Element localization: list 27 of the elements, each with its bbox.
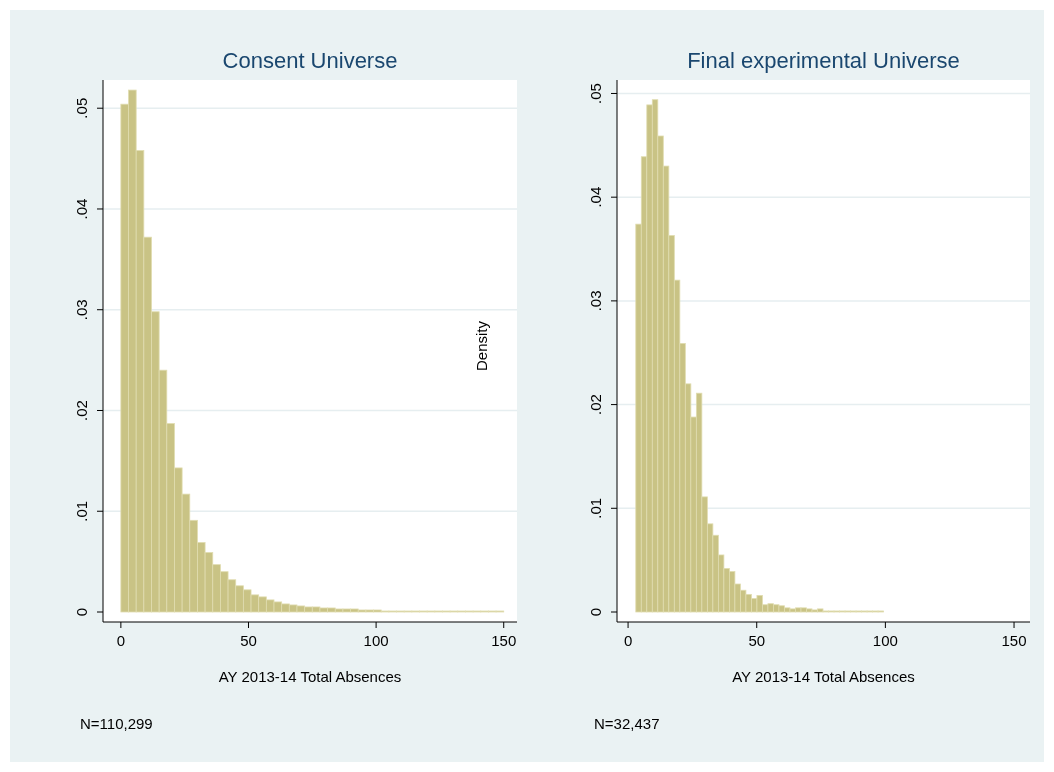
x-tick-label: 0 xyxy=(116,632,126,649)
y-tick-label: 0 xyxy=(587,607,604,617)
text: N=32,437 xyxy=(594,715,660,732)
y-tick-label: .02 xyxy=(587,394,604,416)
x-tick-label: 0 xyxy=(623,632,633,649)
x-tick-label: 50 xyxy=(240,632,257,649)
y-tick-label: .03 xyxy=(587,290,604,312)
y-tick-label: .03 xyxy=(73,299,90,321)
text: N=110,299 xyxy=(80,715,153,732)
y-tick-label: .02 xyxy=(73,400,90,421)
x-tick-label: 50 xyxy=(748,632,766,649)
x-tick-label: 150 xyxy=(1001,632,1027,649)
y-tick-label: .04 xyxy=(587,186,604,208)
x-axis-title: AY 2013-14 Total Absences xyxy=(218,668,402,685)
y-axis-title: Density xyxy=(473,320,490,372)
chart-title: Consent Universe xyxy=(222,48,398,73)
y-tick-label: .04 xyxy=(73,198,90,220)
x-axis-title: AY 2013-14 Total Absences xyxy=(732,668,915,685)
y-tick-label: 0 xyxy=(73,607,90,617)
y-tick-label: .05 xyxy=(587,83,604,104)
y-tick-label: .05 xyxy=(73,97,90,119)
x-tick-label: 100 xyxy=(872,632,898,649)
x-tick-label: 150 xyxy=(491,632,517,649)
chart-title: Final experimental Universe xyxy=(687,48,960,73)
x-tick-label: 100 xyxy=(363,632,389,649)
y-tick-label: .01 xyxy=(73,500,90,522)
y-tick-label: .01 xyxy=(587,497,604,519)
